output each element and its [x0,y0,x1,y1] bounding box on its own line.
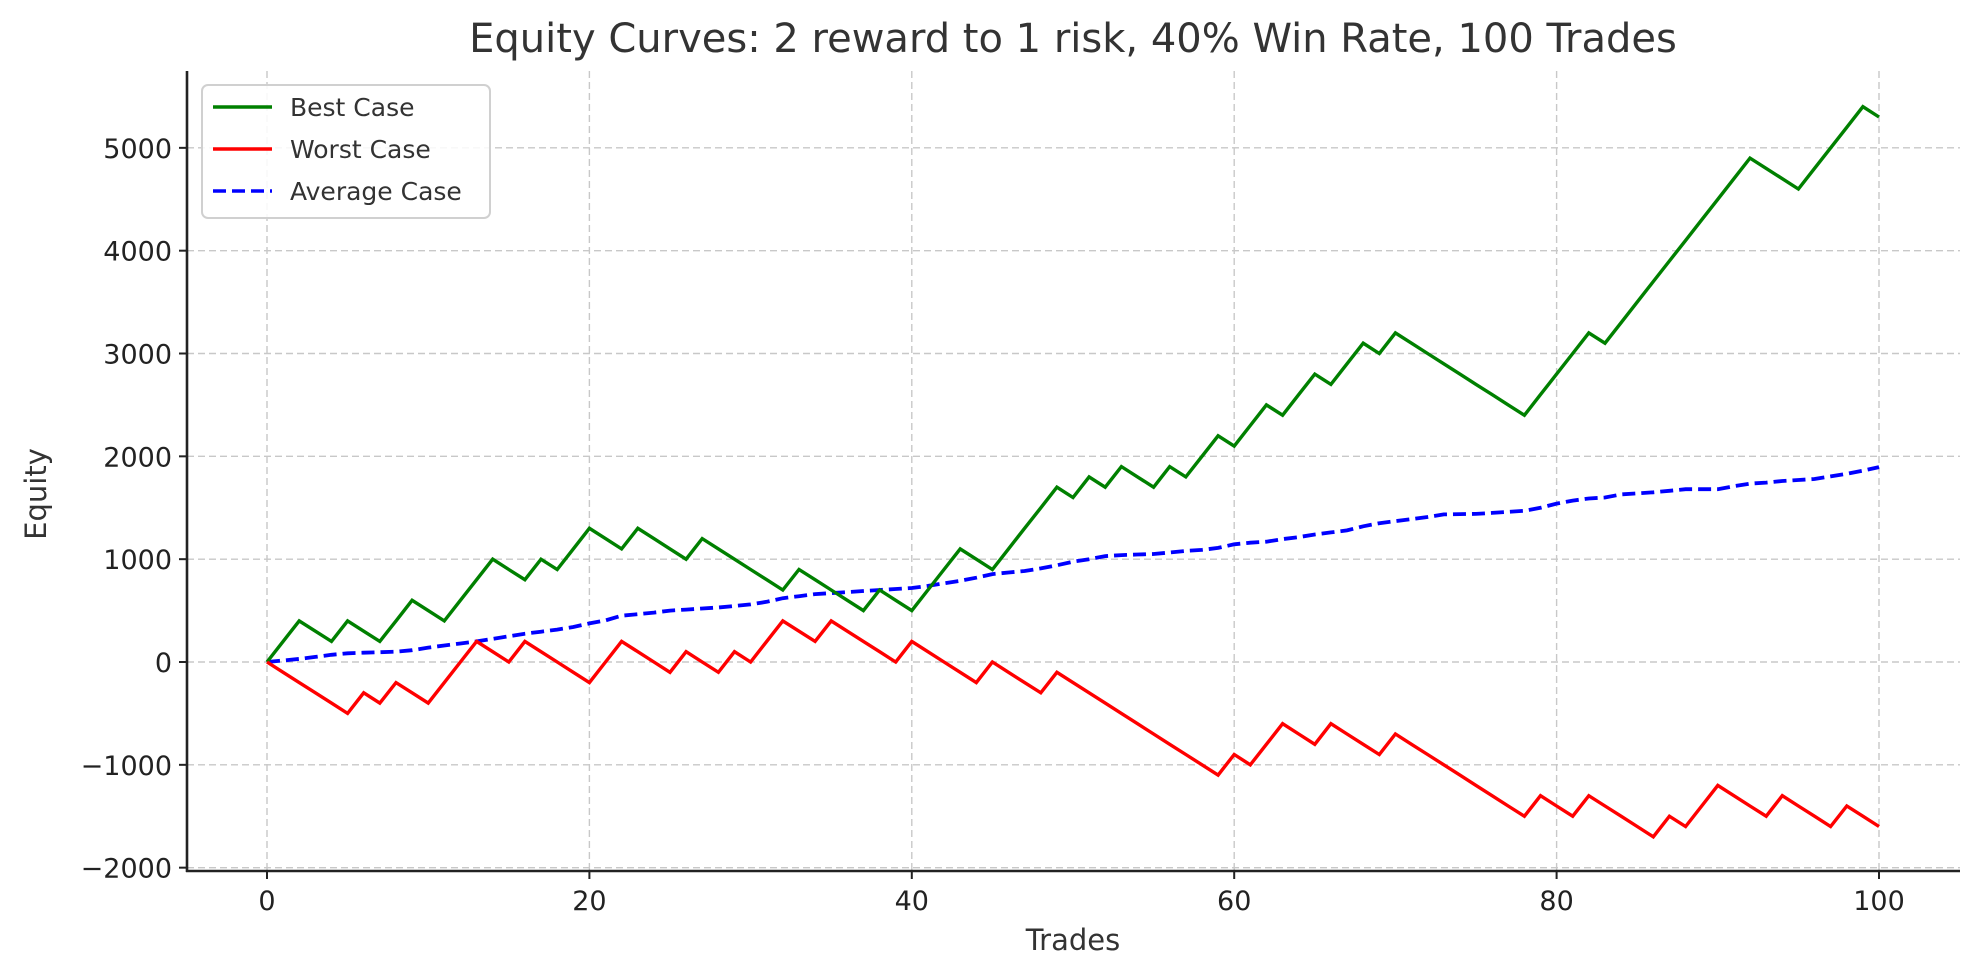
y-tick-label: 4000 [103,237,172,268]
average-case-line [266,465,1880,664]
legend-label: Average Case [290,177,462,206]
best-case-line [265,104,1880,664]
y-tick-label: −1000 [81,751,172,782]
x-tick-label: 20 [572,886,606,917]
y-tick-label: 2000 [103,442,172,473]
worst-case-line [266,618,1880,840]
x-tick-label: 80 [1539,886,1573,917]
chart-title: Equity Curves: 2 reward to 1 risk, 40% W… [469,16,1677,62]
legend-box [201,84,491,219]
legend-label: Worst Case [290,135,431,164]
x-tick-label: 60 [1217,886,1251,917]
y-tick-label: 3000 [103,340,172,371]
y-tick-label: 1000 [103,545,172,576]
x-axis-label: Trades [1025,923,1121,957]
y-tick-label: 0 [155,648,172,679]
x-tick-label: 40 [895,886,929,917]
gridlines [187,71,1960,871]
plot-area [265,104,1880,840]
y-axis-ticks: −2000 −1000 0 1000 2000 3000 4000 5000 [81,134,187,885]
x-tick-label: 0 [258,886,275,917]
legend: Best Case Worst Case Average Case [201,84,491,219]
x-tick-label: 100 [1853,886,1905,917]
x-axis-ticks: 0 20 40 60 80 100 [258,871,1905,917]
y-tick-label: −2000 [81,854,172,885]
legend-label: Best Case [290,93,415,122]
y-axis-label: Equity [19,448,53,540]
y-tick-label: 5000 [103,134,172,165]
